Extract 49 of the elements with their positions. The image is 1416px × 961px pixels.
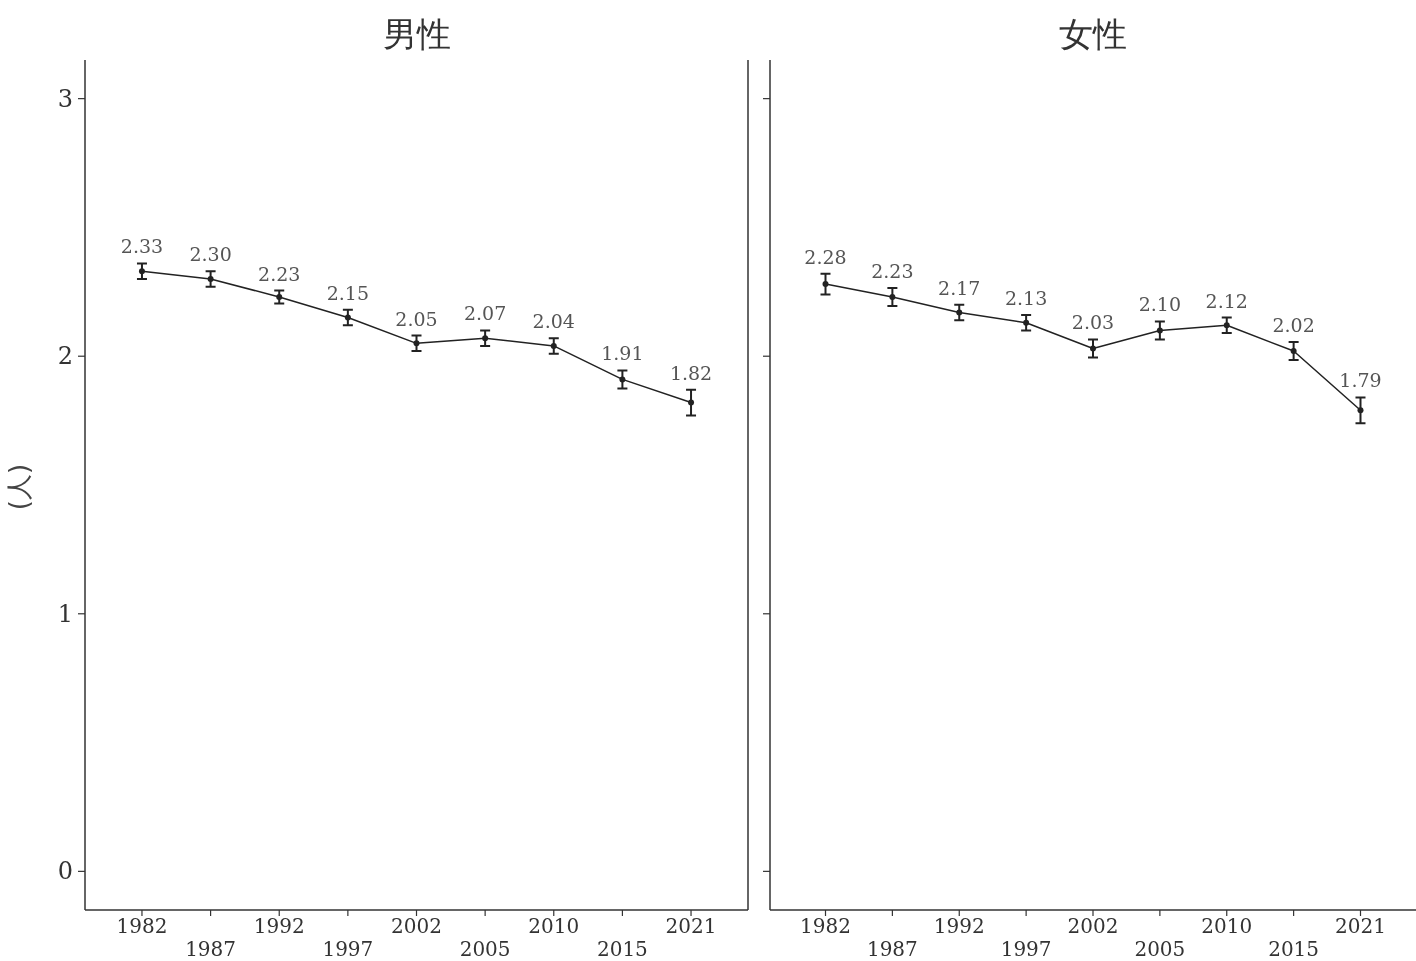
y-axis-title: (人) xyxy=(4,463,34,511)
x-tick-label: 1987 xyxy=(866,937,918,961)
chart-title: 女性 xyxy=(1059,14,1127,54)
x-tick-label: 2015 xyxy=(596,937,648,961)
data-label: 2.10 xyxy=(1138,293,1182,316)
y-tick-label: 2 xyxy=(57,342,73,371)
point xyxy=(1357,407,1364,414)
y-tick-label: 3 xyxy=(57,84,73,113)
x-tick-label: 2005 xyxy=(459,937,511,961)
x-tick-label: 1997 xyxy=(1000,937,1052,961)
data-label: 2.07 xyxy=(463,302,507,325)
data-label: 2.23 xyxy=(871,259,914,282)
data-label: 2.28 xyxy=(804,245,847,268)
data-label: 2.15 xyxy=(326,281,370,304)
x-tick-label: 1992 xyxy=(253,914,305,938)
x-tick-label: 2002 xyxy=(1067,914,1119,938)
data-label: 2.30 xyxy=(189,243,232,266)
point xyxy=(1156,327,1163,334)
x-tick-label: 2002 xyxy=(391,914,442,938)
x-tick-label: 1997 xyxy=(322,937,374,961)
point xyxy=(1290,348,1297,355)
x-tick-label: 2021 xyxy=(665,914,717,938)
data-label: 1.91 xyxy=(601,342,644,365)
data-label: 2.12 xyxy=(1205,289,1248,312)
x-tick-label: 1982 xyxy=(800,914,851,938)
x-tick-label: 2010 xyxy=(528,914,580,938)
point xyxy=(1090,345,1096,352)
data-label: 2.03 xyxy=(1071,311,1115,334)
data-label: 2.33 xyxy=(120,235,164,258)
chart-title: 男性 xyxy=(382,14,451,54)
x-tick-label: 2015 xyxy=(1268,937,1320,961)
data-label: 2.02 xyxy=(1272,314,1315,337)
point xyxy=(889,293,896,300)
x-tick-label: 1992 xyxy=(933,914,985,938)
data-label: 2.17 xyxy=(938,276,981,299)
x-tick-label: 1982 xyxy=(116,914,168,938)
x-tick-label: 2021 xyxy=(1335,914,1386,938)
y-tick-label: 0 xyxy=(57,857,73,886)
data-label: 2.13 xyxy=(1004,287,1048,309)
data-label: 1.79 xyxy=(1339,369,1382,392)
data-label: 2.05 xyxy=(395,307,438,330)
point xyxy=(822,281,829,288)
data-label: 2.04 xyxy=(532,310,575,333)
x-tick-label: 2010 xyxy=(1201,914,1253,938)
data-label: 1.82 xyxy=(669,361,713,384)
x-tick-label: 2005 xyxy=(1134,937,1186,961)
y-tick-label: 1 xyxy=(57,599,73,628)
data-label: 2.23 xyxy=(258,262,301,285)
x-tick-label: 1987 xyxy=(185,937,237,961)
